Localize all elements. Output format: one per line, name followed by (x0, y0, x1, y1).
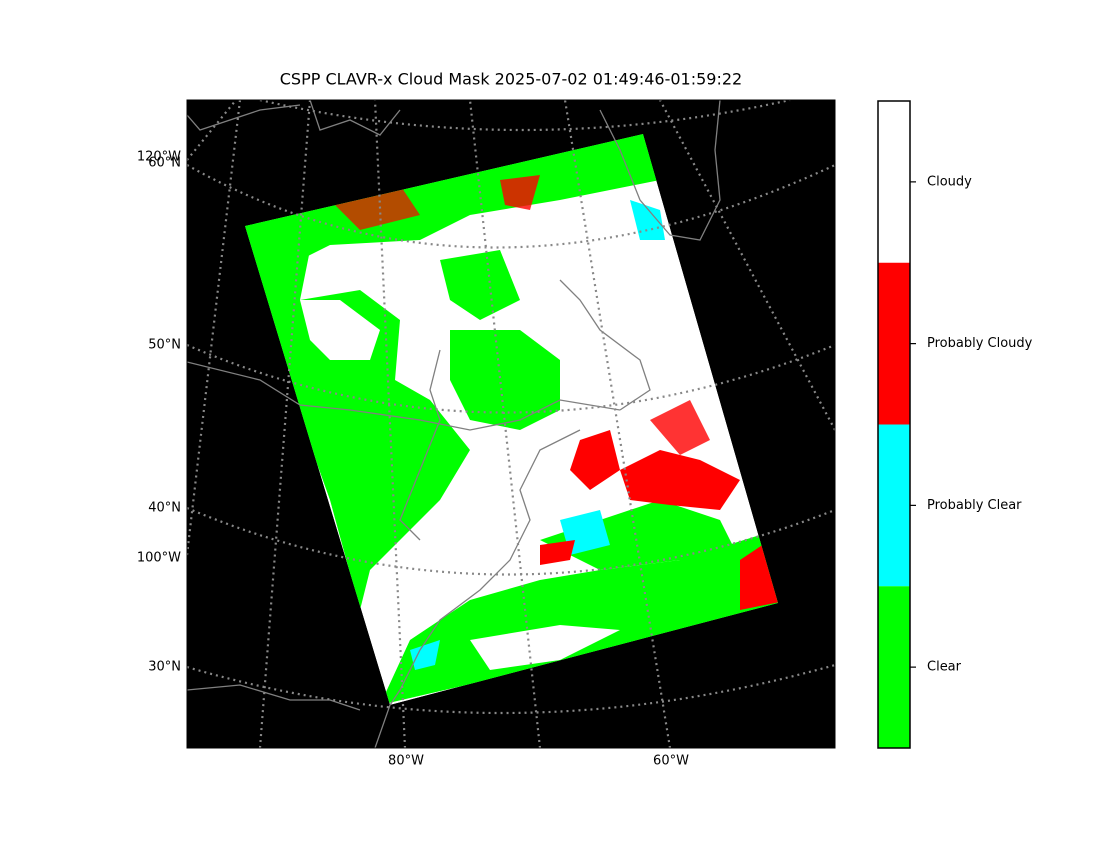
colorbar-segment (878, 424, 910, 587)
longitude-label: 100°W (137, 551, 181, 566)
legend-label: Probably Cloudy (927, 336, 1033, 351)
colorbar-segment (878, 262, 910, 425)
longitude-label: 60°W (653, 754, 689, 769)
latitude-label: 30°N (148, 660, 181, 675)
map-frame (186, 99, 836, 749)
colorbar-segment (878, 101, 910, 263)
legend-label: Clear (927, 660, 962, 675)
legend-label: Probably Clear (927, 498, 1022, 513)
longitude-label: 120°W (137, 150, 181, 165)
map-area (187, 100, 835, 748)
latitude-label: 60°N (148, 156, 181, 171)
colorbar-segment (878, 586, 910, 748)
latitude-label: 40°N (148, 501, 181, 516)
colorbar-frame (877, 100, 911, 749)
cloud-mask-swath (245, 134, 778, 705)
latitude-label: 50°N (148, 338, 181, 353)
longitude-label: 80°W (388, 754, 424, 769)
map-title: CSPP CLAVR-x Cloud Mask 2025-07-02 01:49… (280, 70, 742, 89)
legend-label: Cloudy (927, 174, 972, 189)
